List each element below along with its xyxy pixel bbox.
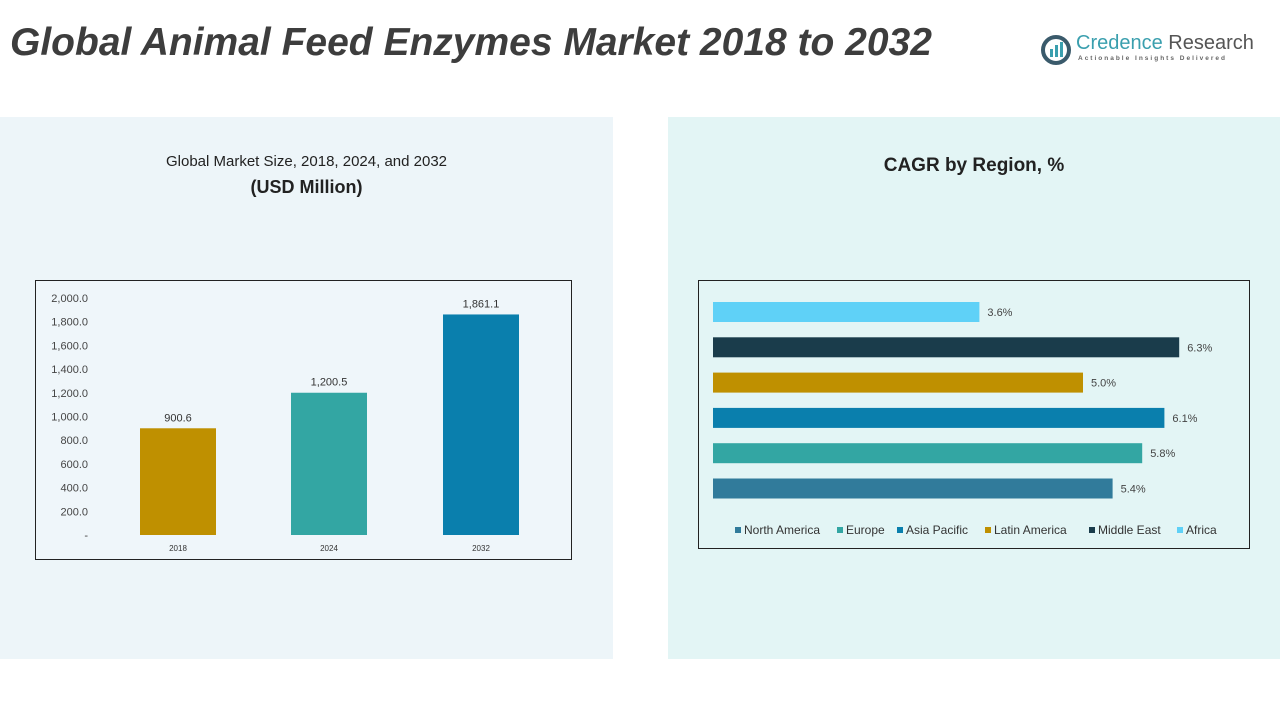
y-tick-label: 600.0	[60, 459, 88, 471]
x-tick-label: 2024	[320, 544, 338, 553]
y-tick-label: 2,000.0	[51, 293, 88, 305]
legend-swatch	[735, 527, 741, 533]
bar-africa	[713, 302, 980, 322]
y-tick-label: 400.0	[60, 483, 88, 495]
legend-label: Latin America	[994, 523, 1067, 537]
data-label: 6.1%	[1172, 413, 1197, 425]
legend-swatch	[837, 527, 843, 533]
data-label: 1,200.5	[311, 377, 348, 389]
legend-label: Asia Pacific	[906, 523, 968, 537]
data-label: 5.0%	[1091, 378, 1116, 390]
data-label: 1,861.1	[463, 298, 500, 310]
logo-icon	[1041, 35, 1071, 65]
legend-label: Middle East	[1098, 523, 1161, 537]
bar-2018	[140, 428, 216, 535]
legend-swatch	[897, 527, 903, 533]
legend-swatch	[985, 527, 991, 533]
logo: Credence Research Actionable Insights De…	[1040, 30, 1260, 70]
page-title: Global Animal Feed Enzymes Market 2018 t…	[10, 21, 932, 64]
cagr-chart: 3.6% 6.3% 5.0% 6.1% 5.8% 5.4% North America Eur…	[698, 280, 1250, 549]
y-tick-label: 1,800.0	[51, 317, 88, 329]
market-size-chart: - 200.0 400.0 600.0 800.0 1,000.0 1,200.0 1,400…	[35, 280, 572, 560]
y-tick-label: 1,400.0	[51, 364, 88, 376]
data-label: 5.8%	[1150, 448, 1175, 460]
x-tick-label: 2032	[472, 544, 490, 553]
bar-2032	[443, 314, 519, 535]
legend-swatch	[1177, 527, 1183, 533]
y-tick-label: 1,200.0	[51, 388, 88, 400]
legend-label: Europe	[846, 523, 885, 537]
bar-2024	[291, 392, 367, 535]
data-label: 6.3%	[1187, 342, 1212, 354]
legend-label: North America	[744, 523, 820, 537]
cagr-title: CAGR by Region, %	[883, 155, 1065, 176]
legend-swatch	[1089, 527, 1095, 533]
bar-latin-america	[713, 372, 1083, 393]
market-size-title: Global Market Size, 2018, 2024, and 2032	[165, 153, 448, 170]
data-label: 900.6	[164, 412, 192, 424]
bar-north-america	[713, 478, 1113, 499]
bar-asia-pacific	[713, 407, 1165, 428]
legend-label: Africa	[1186, 523, 1217, 537]
bar-europe	[713, 443, 1143, 464]
y-tick-label: 1,000.0	[51, 412, 88, 424]
y-tick-label: 800.0	[60, 435, 88, 447]
y-tick-label: 1,600.0	[51, 340, 88, 352]
logo-tagline: Actionable Insights Delivered	[1078, 55, 1228, 62]
x-tick-label: 2018	[169, 544, 187, 553]
bar-middle-east	[713, 337, 1180, 358]
logo-name: Credence Research	[1076, 32, 1254, 54]
y-tick-label: 200.0	[60, 506, 88, 518]
y-tick-label: -	[84, 530, 88, 542]
data-label: 3.6%	[987, 307, 1012, 319]
market-size-subtitle: (USD Million)	[250, 177, 363, 197]
data-label: 5.4%	[1121, 484, 1146, 496]
